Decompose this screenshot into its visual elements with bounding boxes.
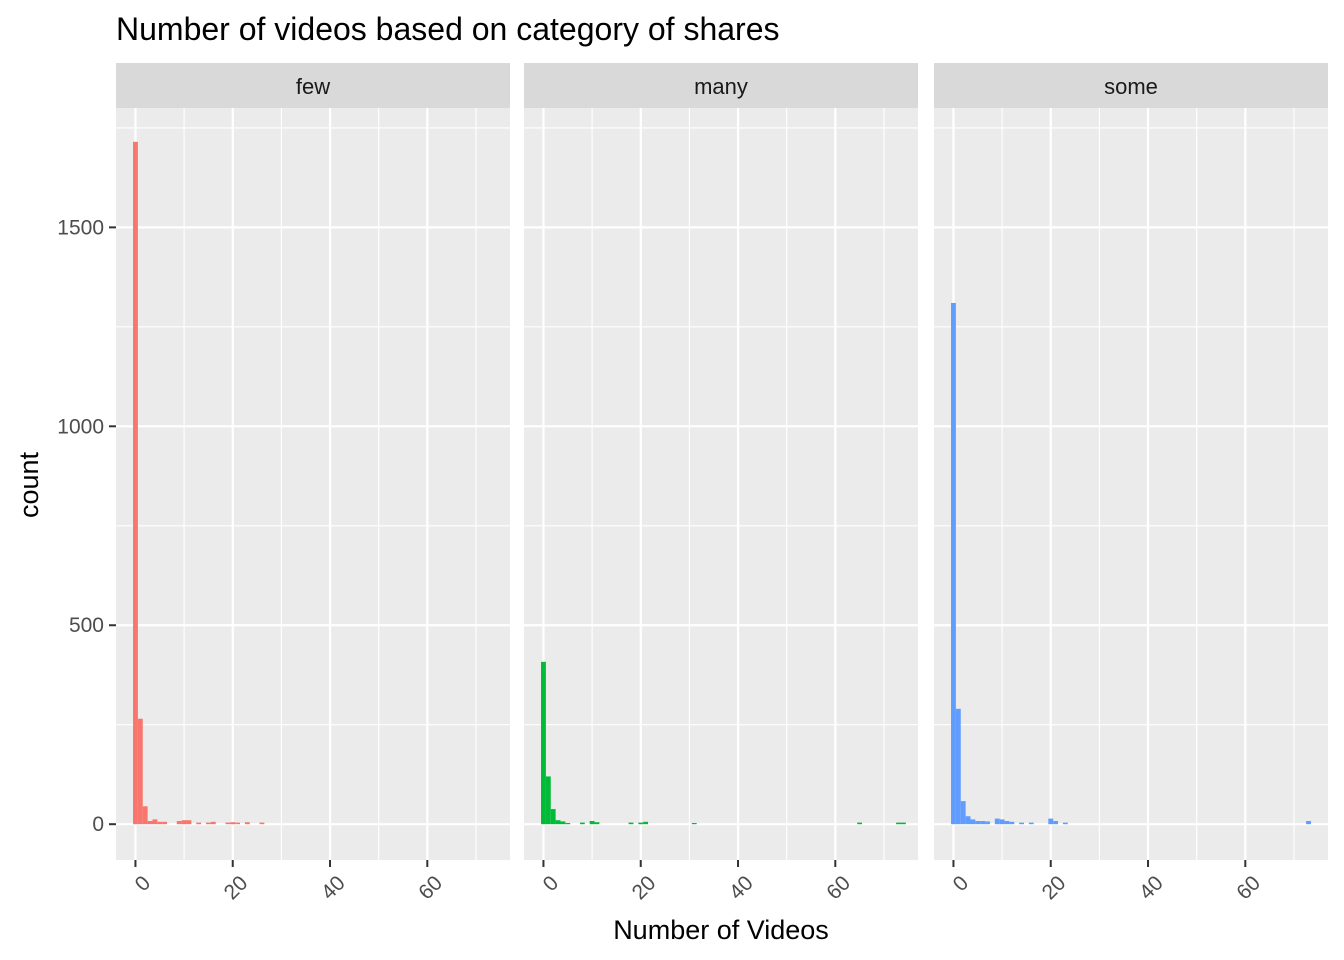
histogram-bar (162, 821, 168, 825)
histogram-bar (965, 816, 971, 825)
histogram-bar (589, 821, 595, 825)
y-tick-label: 0 (92, 813, 104, 836)
x-tick-label: 0 (949, 871, 974, 896)
x-tick-label: 40 (1135, 871, 1168, 904)
histogram-bar (1004, 821, 1010, 825)
histogram-bar (999, 819, 1005, 825)
facet-strip-label: many (694, 74, 748, 99)
facet-panel-few: few 0 20 40 60 (116, 63, 510, 904)
chart-title: Number of videos based on category of sh… (116, 11, 779, 47)
y-tick-label: 500 (69, 614, 104, 637)
histogram-bar (205, 822, 211, 825)
histogram-bar (955, 708, 961, 825)
histogram-bar (970, 819, 976, 825)
histogram-bar (565, 822, 571, 825)
facet-panel-many: many 0 20 40 60 (524, 63, 918, 904)
histogram-bar (1009, 821, 1015, 825)
histogram-bar (896, 822, 901, 825)
panel-background (524, 108, 918, 860)
x-tick-label: 0 (131, 871, 156, 896)
histogram-bar (994, 818, 1000, 825)
x-tick-label: 20 (628, 871, 661, 904)
x-tick-label: 0 (539, 871, 564, 896)
y-axis-title: count (14, 451, 44, 518)
histogram-bar (550, 809, 556, 825)
facet-strip (116, 63, 510, 108)
histogram-bar (594, 822, 600, 825)
x-tick-label: 20 (220, 871, 253, 904)
histogram-bar (638, 822, 644, 825)
histogram-bar (975, 821, 981, 825)
facet-strip (524, 63, 918, 108)
histogram-bar (691, 822, 697, 825)
x-tick-label: 60 (822, 871, 855, 904)
histogram-bar (643, 821, 649, 825)
histogram-bar (147, 821, 153, 825)
histogram-bar (900, 822, 906, 825)
facet-strip (934, 63, 1328, 108)
histogram-bar (176, 821, 182, 825)
histogram-bar (137, 718, 143, 825)
histogram-bar (133, 141, 138, 825)
histogram-bar (980, 821, 986, 825)
x-tick-label: 40 (317, 871, 350, 904)
y-axis: 0 500 1000 1500 (57, 216, 116, 836)
histogram-bar (196, 822, 202, 825)
facet-panel-some: some 0 20 40 60 (934, 63, 1328, 904)
histogram-bar (560, 821, 566, 825)
x-tick-label: 20 (1038, 871, 1071, 904)
histogram-bar (1028, 822, 1034, 825)
histogram-bar (181, 820, 187, 825)
histogram-bar (1053, 821, 1059, 825)
histogram-bar (142, 806, 148, 825)
x-tick-label: 60 (414, 871, 447, 904)
panel-background (116, 108, 510, 860)
histogram-bar (1062, 822, 1068, 825)
histogram-bar (186, 820, 192, 825)
histogram-bar (555, 820, 561, 825)
histogram-bar (951, 302, 956, 825)
histogram-bar (244, 822, 250, 825)
histogram-bar (857, 822, 863, 825)
histogram-bar (230, 822, 236, 825)
histogram-bar (235, 822, 241, 825)
histogram-bar (1019, 822, 1024, 825)
histogram-bar (545, 776, 551, 825)
x-tick-label: 40 (725, 871, 758, 904)
y-tick-label: 1000 (57, 415, 104, 438)
histogram-bar (541, 661, 546, 825)
histogram-bar (985, 821, 990, 825)
histogram-bar (1306, 821, 1311, 825)
histogram-bar (960, 801, 966, 825)
x-tick-label: 60 (1232, 871, 1265, 904)
x-axis-title: Number of Videos (613, 915, 829, 945)
histogram-bar (579, 822, 585, 825)
histogram-bar (225, 822, 231, 825)
facet-strip-label: few (296, 74, 330, 99)
facet-strip-label: some (1104, 74, 1158, 99)
histogram-bar (157, 821, 163, 825)
histogram-bar (259, 822, 265, 825)
histogram-bar (210, 821, 216, 825)
histogram-bar (628, 822, 634, 825)
facet-panels: few 0 20 40 60 many 0 20 40 60 some 0 20 40 60 (116, 63, 1328, 904)
panel-background (934, 108, 1328, 860)
histogram-bar (1048, 818, 1054, 825)
y-tick-label: 1500 (57, 216, 104, 239)
histogram-bar (152, 819, 158, 825)
